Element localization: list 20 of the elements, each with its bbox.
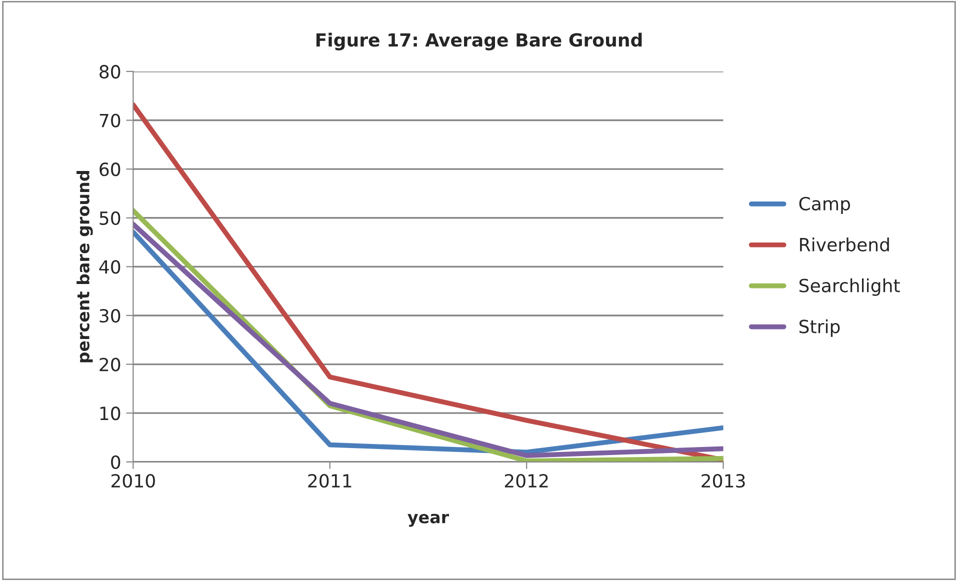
y-tick-label: 20 [100,358,120,372]
chart-title: Figure 17: Average Bare Ground [316,32,642,50]
x-tick-label: 2010 [112,474,155,488]
y-tick-label: 80 [100,64,120,79]
x-axis-title: year [408,514,449,527]
y-tick-label: 70 [100,114,120,128]
x-tick-label: 2013 [702,474,745,488]
y-tick-label: 60 [100,162,120,176]
x-tick-label: 2011 [308,474,352,488]
y-tick-label: 30 [100,308,120,323]
y-axis-title: percent bare ground [76,171,93,362]
x-tick-label: 2012 [504,474,548,488]
legend-label: Riverbend [800,237,889,252]
y-tick-label: 10 [100,406,120,420]
legend-label: Searchlight [799,278,900,296]
legend-label: Strip [799,319,840,337]
y-tick-label: 40 [99,260,120,274]
y-tick-label: 0 [111,455,120,470]
legend-label: Camp [799,196,850,214]
y-tick-label: 50 [100,211,120,225]
